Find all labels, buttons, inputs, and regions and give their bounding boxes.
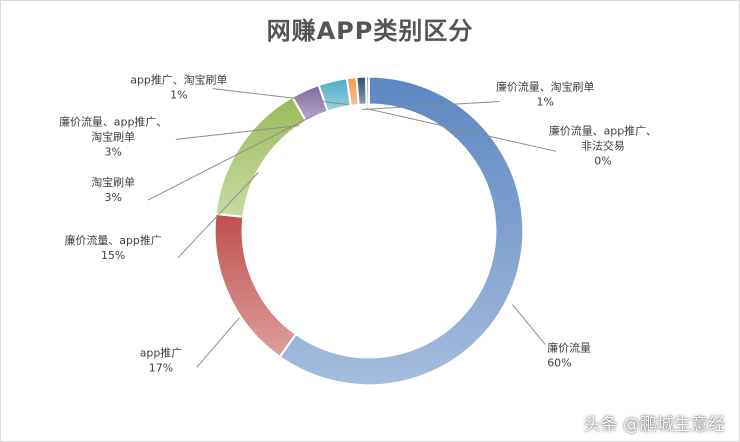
donut-slice-7 [365, 75, 371, 106]
leader-line-1 [196, 317, 240, 368]
slice-label-6: 廉价流量、淘宝刷单 1% [496, 80, 594, 109]
slice-label-4: 廉价流量、app推广、淘宝刷单 3% [59, 114, 167, 158]
slice-label-2: 廉价流量、app推广 15% [65, 233, 162, 262]
donut-slice-6 [355, 75, 368, 107]
chart-title: 网赚APP类别区分 [266, 17, 474, 45]
slice-label-5: app推广、淘宝刷单 1% [130, 73, 227, 102]
watermark: 头条 @鹏城生意经 [583, 415, 725, 435]
leader-line-4 [175, 124, 300, 140]
leader-line-2 [177, 171, 259, 259]
leader-line-3 [147, 113, 318, 201]
slice-label-0: 廉价流量 60% [547, 340, 591, 369]
slice-label-3: 淘宝刷单 3% [91, 175, 135, 204]
leader-line-0 [511, 304, 546, 345]
slice-label-1: app推广 17% [140, 345, 183, 374]
donut-slice-0 [278, 75, 525, 387]
leader-line-5 [212, 88, 349, 106]
slice-label-7: 廉价流量、app推广、非法交易 0% [549, 123, 657, 167]
donut-slice-2 [214, 95, 308, 219]
leader-line-6 [362, 101, 500, 111]
donut-slice-1 [213, 212, 298, 359]
leader-line-7 [365, 108, 557, 152]
